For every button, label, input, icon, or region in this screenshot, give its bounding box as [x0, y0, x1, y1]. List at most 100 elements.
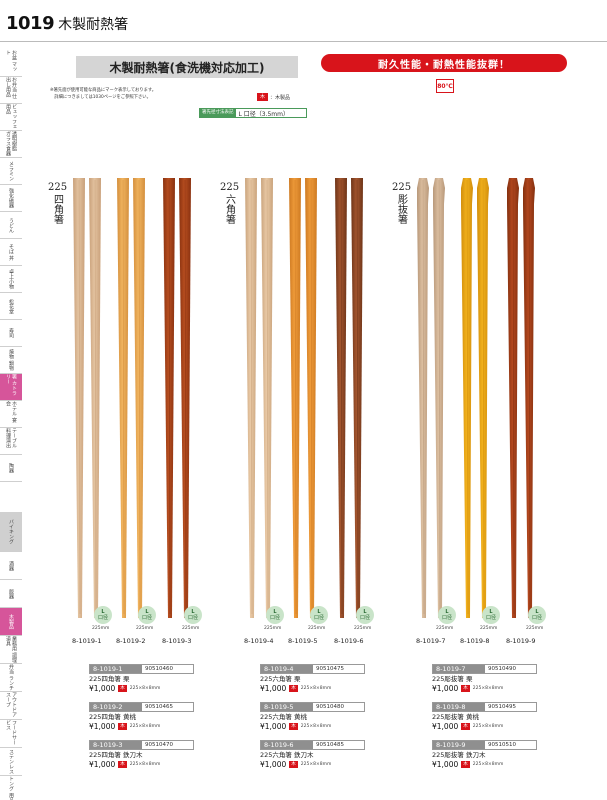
note-line: ※箸先面が使用可能な商品にマーク表示しております。 — [50, 88, 157, 93]
sidebar-tab[interactable]: 箸 カトラリー — [0, 374, 22, 401]
product-info: 8-1019-7 90510490 225彫抜箸 栗 ¥1,000 木 225×… — [432, 664, 537, 693]
chopstick-pair — [68, 178, 112, 618]
sidebar-tab[interactable]: 飯器 — [0, 580, 22, 608]
sidebar-tab[interactable]: 透明樹脂 ガラス食器 — [0, 131, 22, 158]
product-info: 8-1019-3 90510470 225四角箸 鉄刀木 ¥1,000 木 22… — [89, 740, 194, 769]
product-dimensions: 225×8×8mm — [300, 762, 332, 767]
product-info: 8-1019-8 90510495 225彫抜箸 黄桃 ¥1,000 木 225… — [432, 702, 537, 731]
material-legend-text: ：木製品 — [270, 94, 291, 101]
chopstick — [73, 178, 85, 618]
chopstick-pair — [412, 178, 456, 618]
product-price-row: ¥1,000 木 225×8×8mm — [432, 722, 537, 731]
sidebar-tab[interactable]: お盆 マット — [0, 50, 22, 77]
tip-size-sub: 口径 — [269, 614, 280, 621]
tip-size: L — [317, 608, 321, 615]
tip-size: L — [445, 608, 449, 615]
tip-size-mark: L 口径 — [266, 606, 284, 624]
tip-size-mark: L 口径 — [184, 606, 202, 624]
product-info: 8-1019-2 90510465 225四角箸 黄桃 ¥1,000 木 225… — [89, 702, 194, 731]
series-name: 六角箸 — [223, 194, 235, 224]
chopstick-pair — [158, 178, 202, 618]
sidebar-tab-label: メラミン — [8, 161, 14, 181]
sidebar-tab[interactable]: 木製品 — [0, 608, 22, 636]
sidebar-tab[interactable]: バイキング — [0, 512, 22, 552]
sidebar-tab[interactable]: フードサービス — [0, 720, 22, 748]
product-price-row: ¥1,000 木 225×8×8mm — [89, 684, 194, 693]
product-info: 8-1019-5 90510480 225六角箸 黄桃 ¥1,000 木 225… — [260, 702, 365, 731]
sidebar-tab-label: 弁当 ランチ — [8, 664, 14, 691]
sidebar-tab[interactable]: 卓上小物 — [0, 266, 22, 293]
product-code: 8-1019-1 — [90, 665, 142, 673]
sidebar-tab[interactable]: 松花堂 — [0, 293, 22, 320]
material-legend: 木 ：木製品 — [257, 93, 290, 101]
length-label: 225mm — [182, 626, 200, 631]
sidebar-tab-label: そば 丼 — [8, 243, 14, 261]
length-label: 225mm — [136, 626, 154, 631]
chopstick — [417, 178, 429, 618]
product-price: ¥1,000 — [89, 760, 116, 769]
series-name: 四角箸 — [51, 194, 63, 224]
length-label: 225mm — [480, 626, 498, 631]
sidebar-tab-label: フードサービス — [5, 720, 17, 745]
product-code: 8-1019-8 — [433, 703, 485, 711]
chopstick — [289, 178, 301, 618]
tip-size-mark: L 口径 — [438, 606, 456, 624]
product-name: 225六角箸 鉄刀木 — [260, 751, 314, 759]
product-jan: 90510475 — [316, 666, 344, 672]
sidebar-tab[interactable]: 弁当 ランチ — [0, 664, 22, 692]
sidebar-tab[interactable]: ステンレス — [0, 748, 22, 776]
sidebar-tab[interactable]: メラミン — [0, 158, 22, 185]
sidebar-tab-label: トング 用品 — [8, 776, 14, 800]
sidebar-tab-label: 陶器 — [8, 463, 14, 473]
product-price: ¥1,000 — [89, 722, 116, 731]
tip-size: L — [101, 608, 105, 615]
sidebar-tab-label: 松花堂 — [8, 298, 14, 314]
sidebar-tab[interactable]: 業務用 調理道具 — [0, 636, 22, 664]
product-code-row: 8-1019-7 90510490 — [432, 664, 537, 674]
material-chip: 木 — [257, 93, 269, 101]
sidebar-tab[interactable]: 寿司 — [0, 320, 22, 347]
product-dimensions: 225×8×8mm — [472, 724, 504, 729]
series-label-carved: 225 彫抜箸 — [392, 182, 411, 224]
sidebar-tab-label: 業務用 調理道具 — [5, 636, 17, 663]
sidebar-tab[interactable]: うどん — [0, 212, 22, 239]
item-code: 8-1019-6 — [334, 637, 364, 645]
sidebar-tab[interactable]: お弁当 仕出し用品 — [0, 77, 22, 104]
chopstick — [477, 178, 489, 618]
sidebar-tab-label: ホテル 宴会 — [5, 401, 17, 423]
sidebar-tab-label: 飯器 — [8, 588, 14, 599]
sidebar-tab[interactable]: テーブル 料理演出 — [0, 428, 22, 455]
chopstick — [433, 178, 445, 618]
sidebar-tab[interactable]: 強化磁器 — [0, 185, 22, 212]
sidebar-tab-label: 透明樹脂 ガラス食器 — [5, 131, 17, 156]
sidebar-tab[interactable]: そば 丼 — [0, 239, 22, 266]
length-label: 225mm — [354, 626, 372, 631]
sidebar-tab[interactable]: 陶器 — [0, 455, 22, 482]
section-title-bar: 木製耐熱箸(食洗機対応加工) — [76, 56, 298, 78]
product-price: ¥1,000 — [89, 684, 116, 693]
notes: ※箸先面が使用可能な商品にマーク表示しております。 詳細につきましては1030ペ… — [50, 87, 270, 101]
material-chip: 木 — [461, 761, 470, 768]
product-dimensions: 225×8×8mm — [129, 724, 161, 729]
sidebar-tab[interactable]: 焼物 鍋物 — [0, 347, 22, 374]
product-jan: 90510485 — [316, 742, 344, 748]
sidebar-tab-label: 焼物 鍋物 — [8, 349, 14, 371]
tip-size-mark: L 口径 — [356, 606, 374, 624]
length-label: 225mm — [264, 626, 282, 631]
sidebar-tab-label: ビュッフェ 用品 — [5, 104, 17, 129]
product-name: 225四角箸 栗 — [89, 675, 130, 683]
material-chip: 木 — [118, 685, 127, 692]
sidebar-tab[interactable]: 酒器 — [0, 552, 22, 580]
sidebar-tab[interactable]: ビュッフェ 用品 — [0, 104, 22, 131]
length-label: 225mm — [526, 626, 544, 631]
sidebar-tab[interactable]: アウトドア スープ — [0, 692, 22, 720]
tip-size: L — [145, 608, 149, 615]
product-name: 225四角箸 鉄刀木 — [89, 751, 143, 759]
product-jan: 90510460 — [145, 666, 173, 672]
product-jan: 90510480 — [316, 704, 344, 710]
product-dimensions: 225×8×8mm — [300, 686, 332, 691]
chopstick — [461, 178, 473, 618]
sidebar-tab[interactable]: ホテル 宴会 — [0, 401, 22, 428]
sidebar-tab[interactable]: トング 用品 — [0, 776, 22, 800]
tip-size-mark: L 口径 — [94, 606, 112, 624]
